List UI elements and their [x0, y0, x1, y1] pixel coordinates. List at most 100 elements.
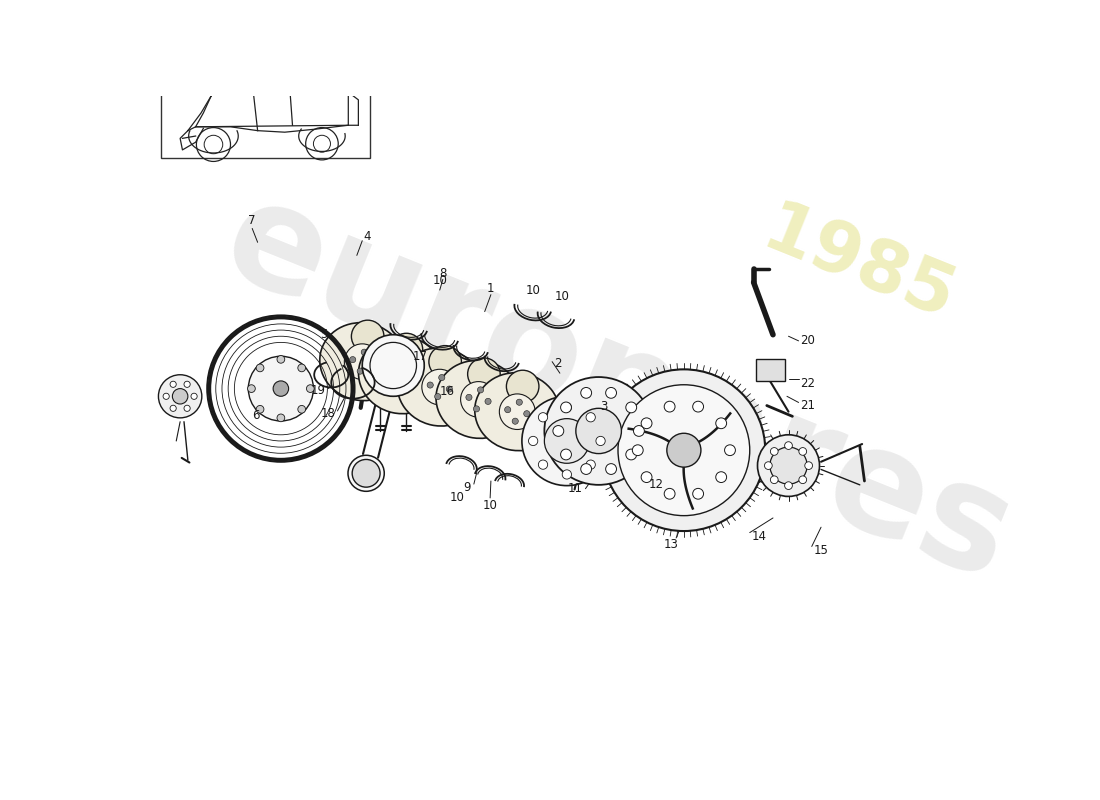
Circle shape — [184, 406, 190, 411]
Circle shape — [173, 389, 188, 404]
Text: 10: 10 — [432, 274, 448, 287]
Text: 12: 12 — [649, 478, 664, 491]
Circle shape — [485, 398, 492, 405]
Circle shape — [716, 472, 727, 482]
Text: 16: 16 — [440, 385, 454, 398]
Circle shape — [561, 449, 571, 460]
Text: 2: 2 — [553, 358, 561, 370]
Text: 19: 19 — [311, 384, 326, 397]
Circle shape — [528, 436, 538, 446]
Circle shape — [396, 381, 403, 387]
Circle shape — [465, 394, 472, 401]
Circle shape — [618, 385, 750, 516]
Text: 18: 18 — [320, 406, 336, 420]
Circle shape — [473, 406, 480, 412]
Text: 22: 22 — [800, 377, 815, 390]
Ellipse shape — [320, 322, 405, 401]
Circle shape — [799, 476, 806, 484]
Circle shape — [664, 402, 675, 412]
Circle shape — [505, 406, 510, 413]
Circle shape — [641, 472, 652, 482]
Circle shape — [277, 355, 285, 363]
FancyBboxPatch shape — [756, 359, 785, 381]
Circle shape — [447, 386, 452, 392]
Circle shape — [667, 434, 701, 467]
Circle shape — [626, 402, 637, 413]
Circle shape — [606, 387, 616, 398]
Text: 11: 11 — [568, 482, 583, 495]
Circle shape — [307, 385, 315, 393]
Text: 7: 7 — [249, 214, 256, 227]
Circle shape — [626, 449, 637, 460]
Circle shape — [277, 414, 285, 422]
Text: 8: 8 — [439, 266, 447, 280]
Circle shape — [358, 368, 363, 374]
Text: 1985: 1985 — [752, 196, 965, 335]
FancyBboxPatch shape — [161, 0, 370, 158]
Circle shape — [248, 385, 255, 393]
Circle shape — [400, 362, 406, 368]
Circle shape — [499, 394, 536, 430]
Circle shape — [575, 408, 622, 454]
Circle shape — [521, 396, 612, 486]
Circle shape — [581, 464, 592, 474]
Circle shape — [362, 334, 425, 396]
Text: 17: 17 — [412, 350, 428, 362]
Ellipse shape — [436, 361, 521, 438]
Circle shape — [544, 377, 653, 485]
Circle shape — [191, 394, 197, 399]
Text: 3: 3 — [601, 400, 607, 413]
Circle shape — [298, 364, 306, 372]
Text: 5: 5 — [320, 328, 327, 341]
Circle shape — [586, 460, 595, 470]
Circle shape — [799, 447, 806, 455]
Circle shape — [632, 445, 644, 455]
Text: 13: 13 — [663, 538, 678, 550]
Circle shape — [764, 462, 772, 470]
Circle shape — [725, 445, 736, 455]
Circle shape — [477, 387, 484, 393]
Circle shape — [770, 447, 778, 455]
Circle shape — [170, 382, 176, 387]
Circle shape — [513, 418, 518, 424]
Circle shape — [544, 418, 590, 463]
Text: 4: 4 — [364, 230, 372, 243]
Circle shape — [158, 374, 201, 418]
Circle shape — [388, 370, 395, 376]
Circle shape — [506, 370, 539, 402]
Circle shape — [693, 402, 704, 412]
Circle shape — [553, 426, 563, 436]
Circle shape — [256, 364, 264, 372]
Circle shape — [368, 361, 375, 366]
Circle shape — [770, 447, 807, 484]
Circle shape — [603, 370, 766, 531]
Text: 10: 10 — [526, 283, 540, 297]
Text: 9: 9 — [463, 481, 471, 494]
Text: 20: 20 — [800, 334, 815, 347]
Circle shape — [298, 406, 306, 413]
Circle shape — [439, 374, 444, 381]
Text: 15: 15 — [813, 544, 828, 557]
Circle shape — [163, 394, 169, 399]
Circle shape — [427, 382, 433, 388]
Circle shape — [693, 488, 704, 499]
Ellipse shape — [397, 348, 482, 426]
Circle shape — [562, 470, 572, 479]
Text: 10: 10 — [554, 290, 570, 302]
Circle shape — [468, 358, 500, 390]
Text: 6: 6 — [252, 409, 260, 422]
Circle shape — [184, 382, 190, 387]
Circle shape — [429, 346, 461, 378]
Circle shape — [170, 406, 176, 411]
Ellipse shape — [359, 336, 443, 414]
Text: 14: 14 — [751, 530, 767, 543]
Circle shape — [561, 402, 571, 413]
Circle shape — [562, 403, 572, 412]
Text: europares: europares — [205, 166, 1032, 610]
Ellipse shape — [475, 373, 560, 450]
Circle shape — [606, 464, 616, 474]
Circle shape — [716, 418, 727, 429]
Circle shape — [249, 356, 313, 421]
Circle shape — [524, 410, 530, 417]
Circle shape — [634, 426, 645, 436]
